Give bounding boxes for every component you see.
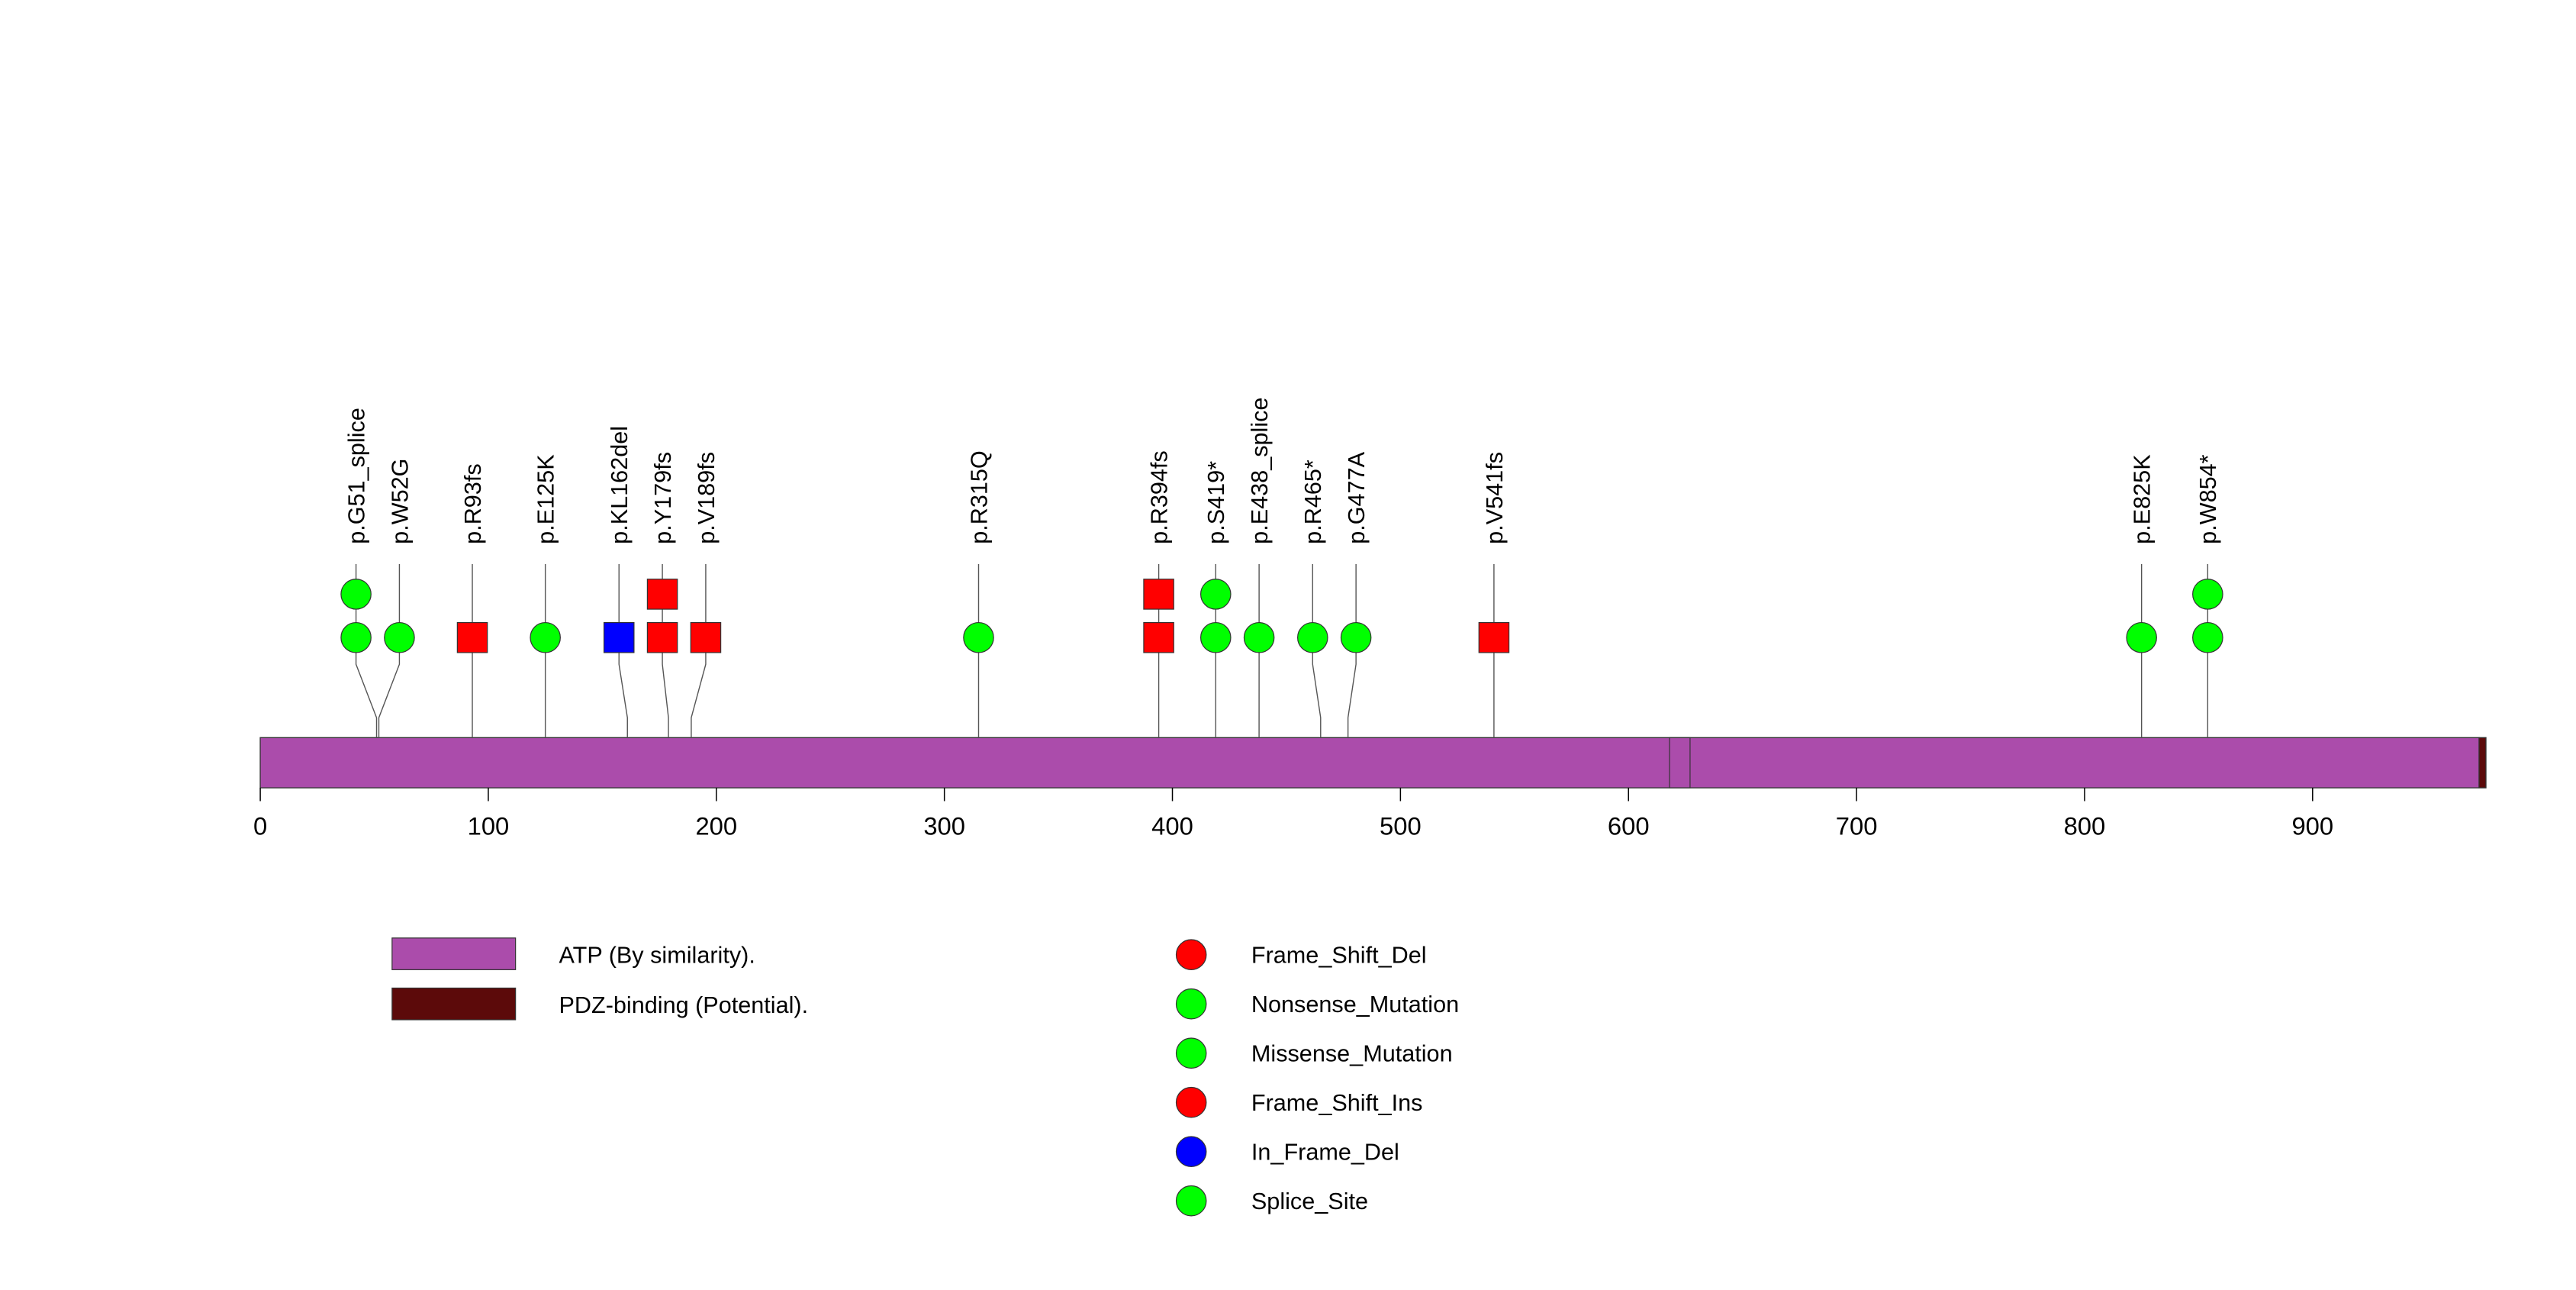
mutation-lollipop: p.V541fs [1478, 452, 1510, 738]
mutation-label: p.R465* [1300, 460, 1326, 544]
x-tick-label: 100 [468, 811, 510, 840]
mutation-lollipop: p.E125K [530, 454, 561, 738]
mutation-lollipop: p.Y179fs [646, 452, 678, 738]
mutation-label: p.G477A [1344, 451, 1370, 543]
legend-domain-swatch [391, 937, 517, 970]
x-tick-label: 0 [253, 811, 267, 840]
mutation-lollipop: p.G477A [1340, 451, 1372, 738]
mutation-marker [963, 621, 994, 653]
legend-mutation-label: Missense_Mutation [1251, 1041, 1453, 1067]
mutation-lollipop: p.KL162del [603, 426, 635, 738]
x-axis: 0 100 200 300 400 500 600 700 800 900 [253, 788, 2333, 840]
mutation-label: p.R394fs [1147, 450, 1173, 544]
mutation-label: p.E438_splice [1247, 398, 1273, 544]
mutation-lollipop: p.W854* [2192, 454, 2223, 738]
domain-1 [2478, 737, 2487, 789]
domain-0 [259, 737, 2480, 789]
legend-mutation-swatch [1175, 988, 1207, 1020]
legend-domain-label: PDZ-binding (Potential). [559, 992, 808, 1018]
mutation-lollipop: p.R93fs [456, 463, 488, 738]
lollipop-stem [662, 564, 669, 738]
x-tick-label: 700 [1836, 811, 1878, 840]
mutation-marker [456, 621, 488, 653]
legend-mutation-label: Frame_Shift_Del [1251, 943, 1427, 969]
legend-mutation-swatch [1175, 1037, 1207, 1069]
legend-mutation-swatch [1175, 1086, 1207, 1118]
lollipop-stem [618, 564, 628, 738]
mutation-lollipop: p.R394fs [1143, 450, 1174, 738]
mutation-marker [530, 621, 561, 653]
x-tick-label: 500 [1380, 811, 1422, 840]
lollipop-stem [355, 564, 378, 738]
mutation-label: p.S419* [1203, 461, 1229, 544]
mutation-lollipop: p.R465* [1297, 460, 1328, 738]
mutation-marker [384, 621, 415, 653]
mutation-marker [690, 621, 722, 653]
mutation-marker [1243, 621, 1275, 653]
mutation-label: p.R315Q [966, 450, 992, 544]
x-tick-label: 600 [1608, 811, 1650, 840]
mutation-marker [1478, 621, 1510, 653]
mutation-marker [1143, 621, 1174, 653]
mutation-label: p.W854* [2195, 454, 2221, 543]
mutation-marker [1340, 621, 1372, 653]
mutation-lollipop: p.V189fs [690, 452, 722, 738]
x-tick-label: 300 [923, 811, 965, 840]
legend-mutation-swatch [1175, 1185, 1207, 1217]
mutation-marker [2192, 621, 2223, 653]
x-tick-label: 200 [695, 811, 737, 840]
lollipop-stem [691, 564, 707, 738]
mutation-marker [340, 621, 372, 653]
mutation-marker [1297, 621, 1328, 653]
legend-mutation-swatch [1175, 939, 1207, 970]
x-tick-label: 900 [2291, 811, 2333, 840]
mutation-marker [1199, 621, 1232, 653]
mutation-marker [646, 579, 678, 610]
mutation-lollipop: p.G51_splice [340, 408, 378, 738]
mutation-marker [340, 579, 372, 610]
mutation-marker [2126, 621, 2157, 653]
x-tick-label: 800 [2064, 811, 2106, 840]
mutation-lollipop: p.R315Q [963, 450, 994, 738]
protein-track [259, 737, 2487, 789]
feature-0 [1669, 737, 1691, 789]
mutation-lollipop: p.W52G [378, 459, 415, 738]
mutation-label: p.V189fs [694, 452, 720, 544]
legend-mutation-label: Splice_Site [1251, 1188, 1368, 1214]
legend-mutation-label: In_Frame_Del [1251, 1140, 1399, 1166]
mutation-label: p.G51_splice [344, 408, 370, 544]
mutation-marker [2192, 579, 2223, 610]
mutation-lollipop: p.E825K [2126, 454, 2157, 738]
mutation-label: p.Y179fs [650, 452, 676, 544]
legend-domain-swatch [391, 987, 517, 1021]
mutation-label: p.E125K [533, 454, 559, 544]
mutation-lollipops: p.G51_splice p.W52G p.R93fs p.E125K p.KL162d… [340, 398, 2223, 738]
mutation-label: p.W52G [387, 459, 413, 544]
mutation-lollipop: p.S419* [1199, 461, 1232, 738]
legend-mutation-label: Frame_Shift_Ins [1251, 1090, 1423, 1116]
mutation-label: p.V541fs [1482, 452, 1508, 544]
mutation-label: p.R93fs [460, 463, 486, 544]
lollipop-stem [1347, 564, 1357, 738]
mutation-label: p.KL162del [607, 426, 633, 544]
lollipop-stem [1312, 564, 1322, 738]
legend-domain-label: ATP (By similarity). [559, 943, 755, 969]
lollipop-stem [378, 564, 401, 738]
legend-mutation-label: Nonsense_Mutation [1251, 992, 1459, 1017]
mutation-marker [603, 621, 635, 653]
legend: ATP (By similarity). PDZ-binding (Potenti… [391, 937, 1459, 1217]
mutation-marker [1199, 579, 1232, 610]
legend-mutation-swatch [1175, 1136, 1207, 1167]
mutation-lollipop: p.E438_splice [1243, 398, 1275, 738]
x-tick-label: 400 [1151, 811, 1193, 840]
mutation-label: p.E825K [2130, 454, 2156, 544]
mutation-marker [646, 621, 678, 653]
mutation-marker [1143, 579, 1174, 610]
